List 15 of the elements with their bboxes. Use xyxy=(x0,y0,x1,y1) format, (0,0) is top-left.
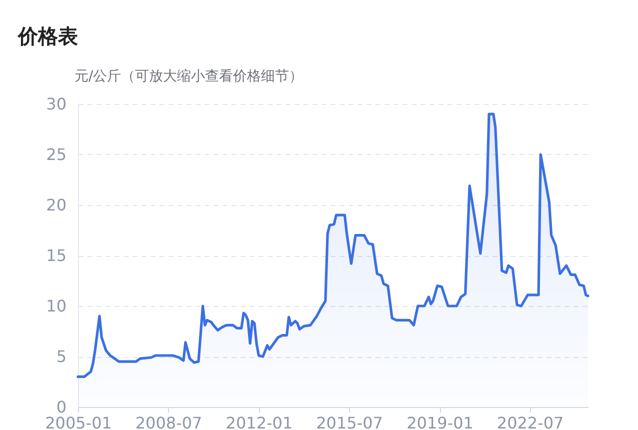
y-tick-label: 10 xyxy=(46,296,66,316)
y-tick-label: 25 xyxy=(46,145,66,164)
y-axis-title: 元/公斤（可放大缩小查看价格细节） xyxy=(74,68,304,84)
x-tick-label: 2005-01 xyxy=(45,414,112,430)
chart-title: 价格表 xyxy=(17,24,78,48)
y-tick-label: 5 xyxy=(56,347,66,366)
x-tick-label: 2012-01 xyxy=(226,414,293,430)
x-tick-label: 2022-07 xyxy=(496,414,564,430)
y-tick-label: 0 xyxy=(56,398,66,416)
x-tick-label: 2019-01 xyxy=(406,414,474,430)
y-tick-label: 20 xyxy=(46,196,66,214)
x-tick-label: 2015-07 xyxy=(316,414,383,430)
y-tick-label: 15 xyxy=(46,246,66,265)
y-tick-label: 30 xyxy=(46,94,66,114)
x-tick-label: 2008-07 xyxy=(135,414,202,430)
